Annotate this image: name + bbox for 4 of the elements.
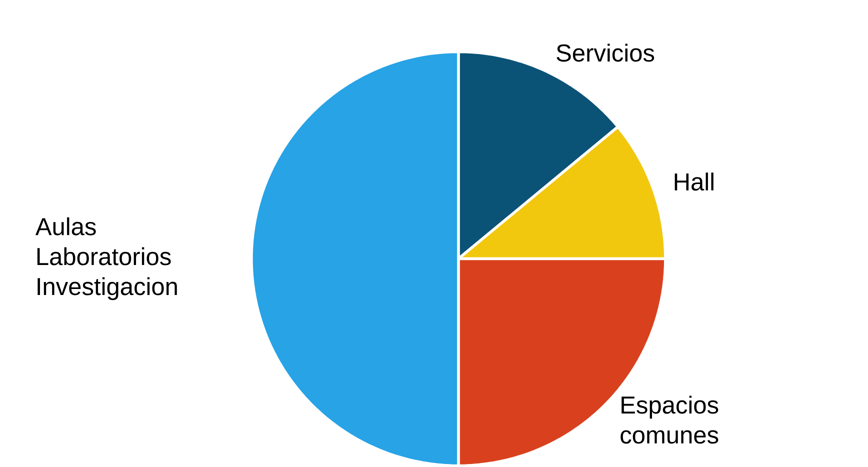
- slice-label: Servicios: [556, 44, 654, 62]
- slice-label: Espacios comunes: [620, 396, 718, 444]
- slice-label: Hall: [674, 172, 714, 191]
- slice-label: Aulas Laboratorios Investigacion: [35, 217, 177, 300]
